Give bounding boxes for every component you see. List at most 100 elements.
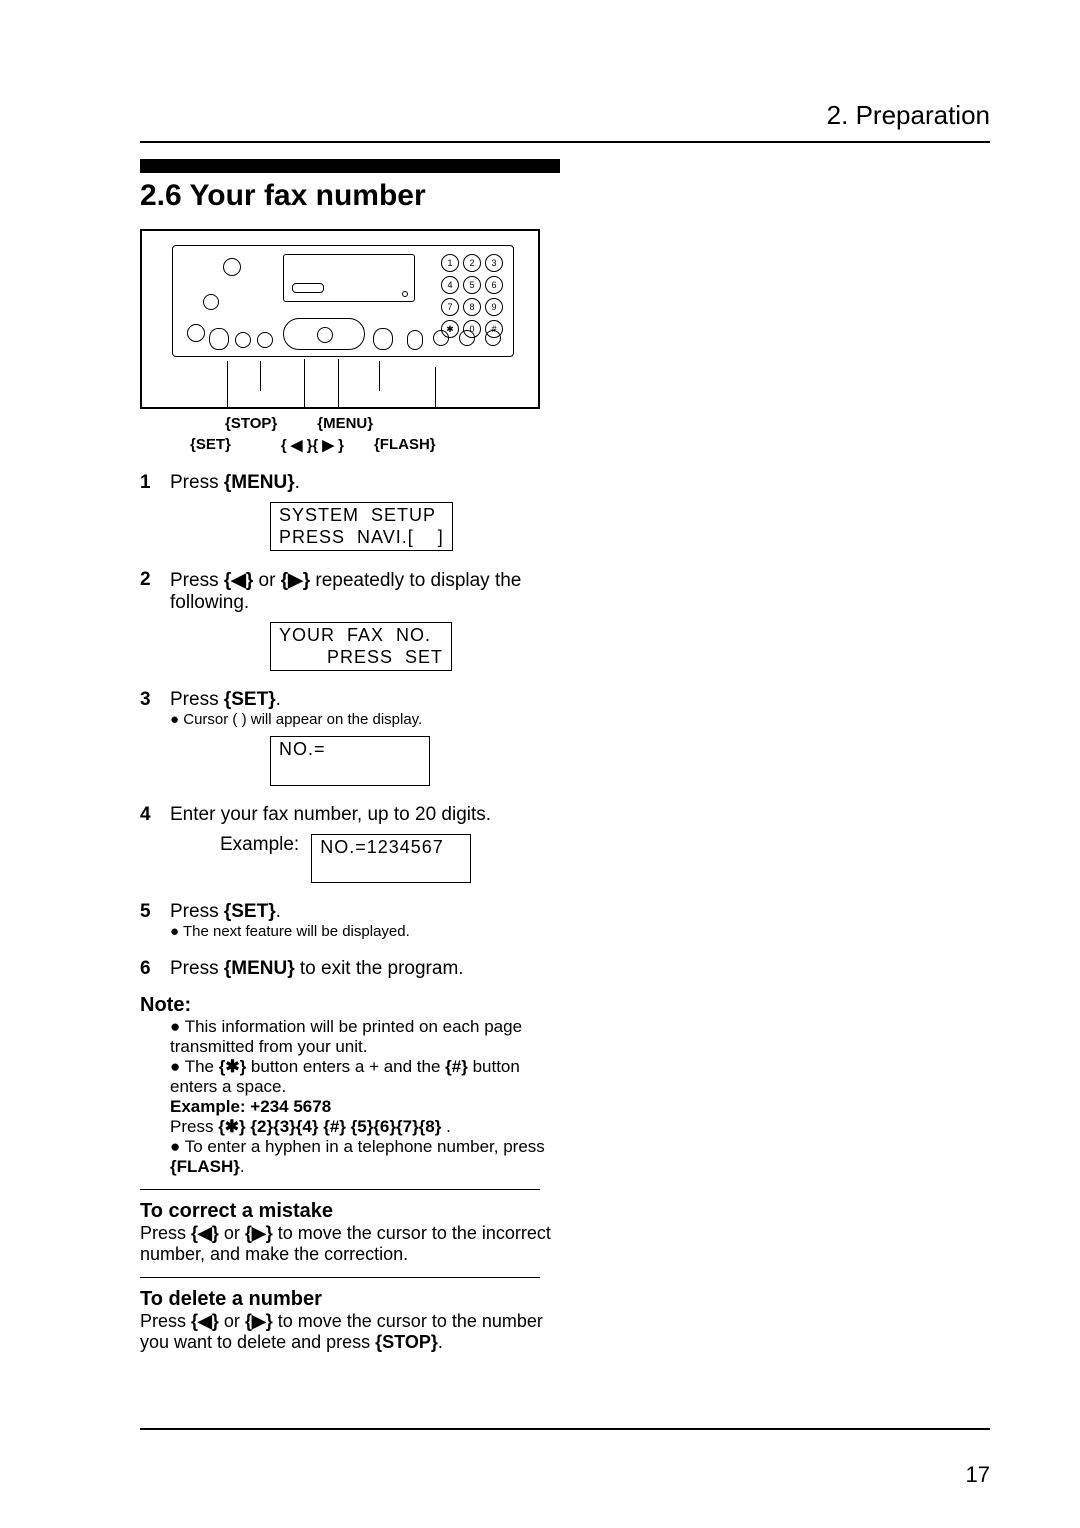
digit-buttons: {5}{6}{7}{8}: [351, 1117, 442, 1136]
note-text: To enter a hyphen in a telephone number,…: [185, 1137, 545, 1156]
text: .: [295, 472, 300, 493]
left-arrow-label: {◀}: [191, 1223, 219, 1243]
lower-buttons: [407, 330, 501, 350]
panel-button: [373, 328, 393, 350]
key-7: 7: [441, 298, 459, 316]
text: .: [276, 901, 281, 922]
step-number: 4: [140, 804, 170, 826]
text: or: [219, 1223, 245, 1243]
note-text: The: [185, 1057, 219, 1076]
navi-center: [317, 327, 333, 343]
set-button-label: {SET}: [224, 901, 276, 922]
text: to exit the program.: [295, 958, 464, 979]
key-1: 1: [441, 254, 459, 272]
leader-line: [260, 361, 261, 391]
chapter-label: 2. Preparation: [140, 100, 990, 131]
lcd-display: NO.=: [270, 736, 560, 785]
panel-button: [257, 332, 273, 348]
lcd-display: YOUR FAX NO. PRESS SET: [270, 622, 560, 671]
text: Cursor ( ) will appear on the display.: [183, 711, 422, 728]
key-5: 5: [463, 276, 481, 294]
step-3: 3 Press {SET}. ● Cursor ( ) will appear …: [140, 689, 560, 728]
section-bar: [140, 159, 560, 173]
star-button-label: {✱}: [219, 1057, 246, 1076]
divider: [140, 1189, 540, 1190]
note-text: .: [240, 1157, 245, 1176]
lcd-screen: [283, 254, 415, 302]
text: Enter your fax number, up to 20 digits.: [170, 804, 560, 826]
stop-button-label: {STOP}: [375, 1332, 438, 1352]
btn-oval: [407, 330, 423, 350]
step-number: 6: [140, 958, 170, 980]
panel-button: [235, 332, 251, 348]
text: Press: [170, 958, 224, 979]
set-button-label: {SET}: [224, 689, 276, 710]
btn-small: [485, 330, 501, 346]
example-row: Example: NO.=1234567: [220, 834, 560, 883]
text: Press: [170, 689, 224, 710]
key-4: 4: [441, 276, 459, 294]
example-label: Example:: [220, 834, 299, 856]
right-arrow-label: {▶}: [245, 1311, 273, 1331]
delete-heading: To delete a number: [140, 1288, 560, 1311]
key-9: 9: [485, 298, 503, 316]
panel-button: [187, 324, 205, 342]
lcd-line: SYSTEM SETUP: [279, 505, 436, 525]
label-set: {SET}: [190, 436, 231, 454]
label-flash: {FLASH}: [374, 436, 436, 454]
lcd-slot: [292, 283, 324, 293]
menu-button-label: {MENU}: [224, 472, 295, 493]
content-column: 2.6 Your fax number 1: [140, 159, 560, 1353]
text: The next feature will be displayed.: [183, 923, 410, 940]
right-arrow-label: {▶}: [245, 1223, 273, 1243]
top-rule: [140, 141, 990, 143]
label-menu: {MENU}: [317, 415, 373, 432]
text: Press: [170, 570, 224, 591]
note-text: Press: [170, 1117, 218, 1136]
dial-keypad: 1 2 3 4 5 6 7 8 9 ✱ 0 #: [441, 254, 503, 338]
lcd-line: NO.=: [279, 739, 326, 759]
text: or: [253, 570, 280, 591]
lcd-line: NO.=1234567: [320, 837, 444, 857]
lcd-line: PRESS NAVI.[ ]: [279, 527, 444, 547]
lcd-line: YOUR FAX NO.: [279, 625, 431, 645]
btn-small: [459, 330, 475, 346]
diagram-label-row-2: {SET} { ◀ } { ▶ } {FLASH}: [140, 436, 540, 454]
digit-buttons: {2}{3}{4}: [250, 1117, 318, 1136]
star-button-label: {✱}: [218, 1117, 245, 1136]
hash-button-label: {#}: [323, 1117, 346, 1136]
leader-line: [338, 359, 339, 409]
panel-button: [209, 328, 229, 350]
note-text: .: [446, 1117, 451, 1136]
menu-button-label: {MENU}: [224, 958, 295, 979]
step-number: 3: [140, 689, 170, 728]
leader-line: [379, 361, 380, 391]
flash-button-label: {FLASH}: [170, 1157, 240, 1176]
page-number: 17: [966, 1462, 990, 1488]
note-text: button enters a + and the: [246, 1057, 445, 1076]
bottom-rule: [140, 1428, 990, 1430]
hash-button-label: {#}: [445, 1057, 468, 1076]
lcd-dot: [402, 291, 408, 297]
left-arrow-label: {◀}: [224, 570, 253, 591]
right-arrow-label: {▶}: [281, 570, 310, 591]
label-stop: {STOP}: [225, 415, 277, 432]
text: .: [438, 1332, 443, 1352]
lcd-line: PRESS SET: [279, 647, 443, 667]
page: 2. Preparation 2.6 Your fax number: [0, 0, 1080, 1528]
fax-panel-diagram: 1 2 3 4 5 6 7 8 9 ✱ 0 #: [140, 229, 540, 409]
text: Press: [140, 1223, 191, 1243]
text: Press: [140, 1311, 191, 1331]
key-2: 2: [463, 254, 481, 272]
text: or: [219, 1311, 245, 1331]
correct-heading: To correct a mistake: [140, 1200, 560, 1223]
divider: [140, 1277, 540, 1278]
key-6: 6: [485, 276, 503, 294]
key-8: 8: [463, 298, 481, 316]
lcd-display: SYSTEM SETUP PRESS NAVI.[ ]: [270, 502, 560, 551]
left-arrow-label: {◀}: [191, 1311, 219, 1331]
key-3: 3: [485, 254, 503, 272]
label-right: { ▶ }: [312, 436, 344, 454]
step-number: 5: [140, 901, 170, 940]
text: Press: [170, 901, 224, 922]
